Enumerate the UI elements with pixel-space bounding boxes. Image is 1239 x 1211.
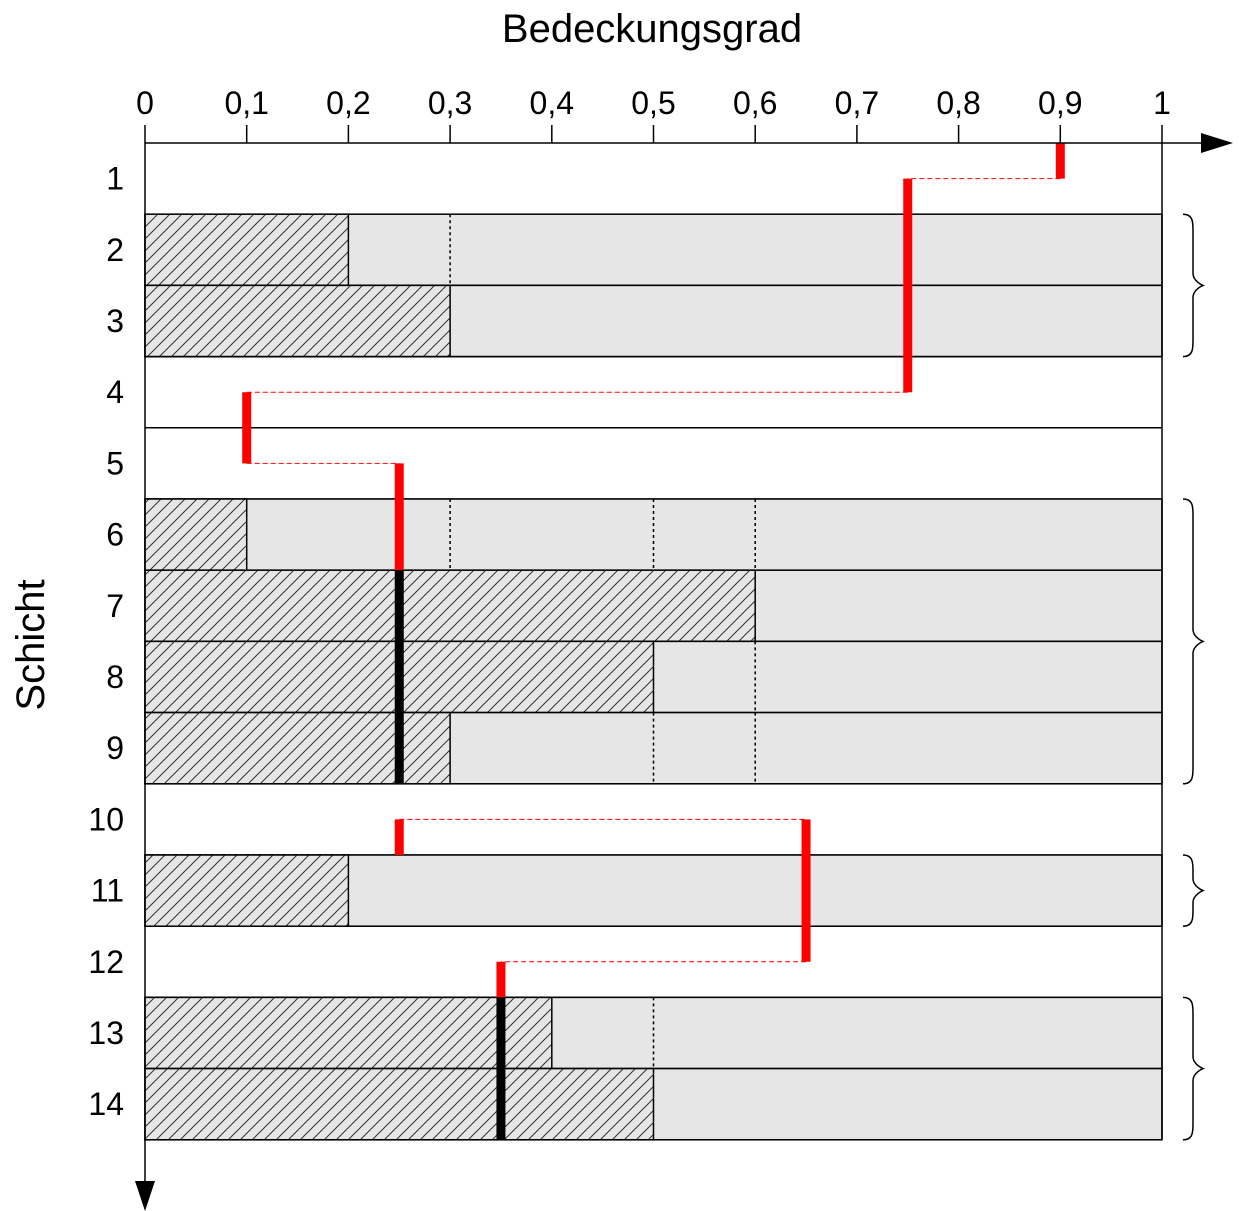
y-tick-label: 8 — [106, 659, 124, 695]
x-tick-label: 0,7 — [835, 85, 879, 121]
layer-hatch-9 — [144, 711, 451, 785]
x-tick-label: 0,3 — [428, 85, 472, 121]
layer-hatch-2 — [144, 213, 350, 287]
x-tick-label: 0,1 — [224, 85, 268, 121]
y-tick-label: 1 — [106, 161, 124, 197]
x-tick-label: 0,9 — [1038, 85, 1082, 121]
x-tick-label: 1 — [1153, 85, 1171, 121]
x-tick-label: 0,5 — [631, 85, 675, 121]
y-tick-label: 7 — [106, 588, 124, 624]
y-tick-label: 3 — [106, 303, 124, 339]
x-axis-title: Bedeckungsgrad — [502, 7, 802, 51]
layer-rows — [144, 213, 1163, 1141]
axes — [135, 133, 1233, 1211]
y-tick-label: 2 — [106, 232, 124, 268]
y-tick-label: 9 — [106, 730, 124, 766]
layer-hatch-6 — [144, 498, 248, 571]
layer-brace — [1182, 498, 1206, 785]
x-tick-label: 0,4 — [530, 85, 574, 121]
layer-brace — [1182, 996, 1206, 1141]
y-tick-label: 13 — [88, 1015, 124, 1051]
layer-hatch-7 — [144, 569, 756, 643]
braces — [1182, 213, 1206, 1141]
layer-hatch-13 — [144, 996, 553, 1070]
y-tick-label: 12 — [88, 944, 124, 980]
black-segments — [394, 570, 506, 1140]
y-tick-label: 10 — [88, 801, 124, 837]
layer-brace — [1182, 854, 1206, 927]
red-path — [242, 143, 1065, 998]
y-tick-label: 4 — [106, 374, 124, 410]
x-tick-labels: 0 0,1 0,2 0,3 0,4 0,5 0,6 0,7 0,8 0,9 1 — [136, 85, 1171, 143]
layer-brace — [1182, 213, 1206, 358]
layer-hatch-11 — [144, 854, 350, 927]
x-tick-label: 0,2 — [326, 85, 370, 121]
y-axis-arrow-icon — [135, 1181, 155, 1211]
y-axis-title: Schicht — [9, 579, 53, 710]
y-tick-label: 5 — [106, 445, 124, 481]
layer-hatch-14 — [144, 1067, 655, 1141]
x-tick-label: 0 — [136, 85, 154, 121]
layer-hatch-3 — [144, 284, 451, 358]
y-tick-label: 6 — [106, 517, 124, 553]
x-tick-label: 0,6 — [733, 85, 777, 121]
y-tick-label: 11 — [91, 873, 124, 909]
x-axis-arrow-icon — [1201, 133, 1233, 153]
y-tick-label: 14 — [88, 1086, 124, 1122]
x-tick-label: 0,8 — [936, 85, 980, 121]
